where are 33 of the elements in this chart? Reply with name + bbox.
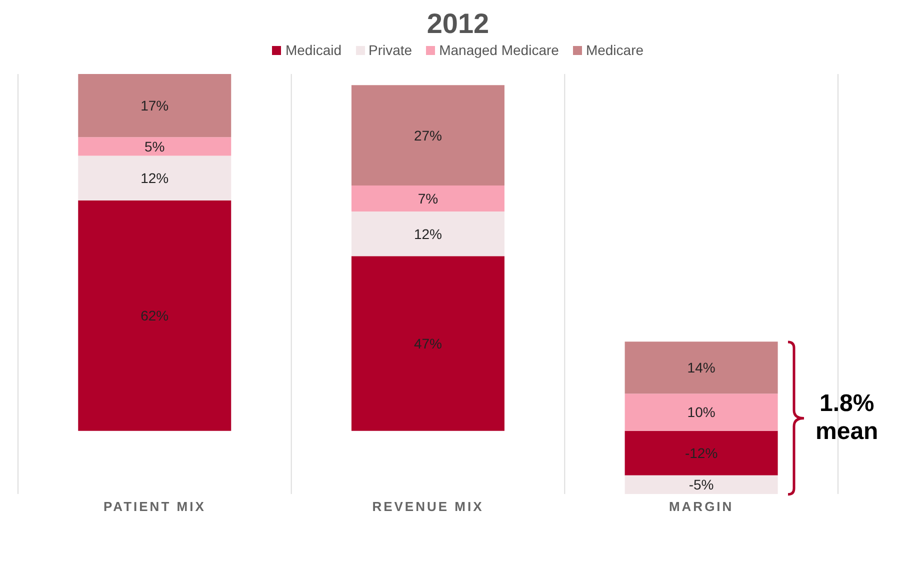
- bar: [624, 342, 778, 394]
- bar: [351, 85, 504, 186]
- bar: [78, 74, 232, 138]
- chart-title: 2012: [426, 8, 490, 40]
- data-label: 12%: [414, 226, 442, 242]
- data-label: 62%: [140, 308, 169, 324]
- bar: [351, 212, 504, 256]
- legend-label: Medicaid: [284, 42, 342, 58]
- bar: [78, 200, 232, 431]
- bar: [624, 475, 778, 494]
- data-label: 10%: [687, 404, 716, 420]
- bar: [78, 137, 232, 156]
- annotation: 1.8% mean: [816, 390, 878, 445]
- legend-label: Private: [368, 42, 412, 58]
- x-tick-label: MARGIN: [668, 499, 734, 514]
- data-label: -5%: [688, 476, 714, 493]
- legend-label: Medicare: [584, 42, 644, 58]
- data-label: 47%: [414, 335, 442, 352]
- data-label: 12%: [140, 170, 169, 186]
- bar: [78, 156, 232, 200]
- data-label: 5%: [144, 138, 165, 154]
- data-label: -12%: [684, 445, 718, 462]
- data-label: 14%: [687, 360, 716, 376]
- bar: [351, 186, 504, 212]
- legend-label: Managed Medicare: [438, 42, 559, 58]
- x-tick-label: REVENUE MIX: [372, 499, 484, 514]
- data-label: 7%: [418, 190, 438, 206]
- bar: [624, 394, 778, 431]
- data-label: 17%: [140, 98, 169, 114]
- data-label: 27%: [414, 127, 442, 144]
- bar: [624, 430, 778, 476]
- bar: [351, 256, 504, 431]
- x-tick-label: PATIENT MIX: [103, 499, 206, 514]
